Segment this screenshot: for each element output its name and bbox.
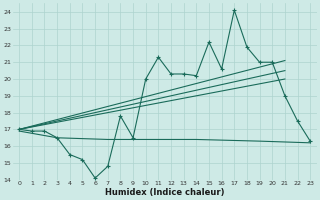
X-axis label: Humidex (Indice chaleur): Humidex (Indice chaleur) <box>105 188 224 197</box>
